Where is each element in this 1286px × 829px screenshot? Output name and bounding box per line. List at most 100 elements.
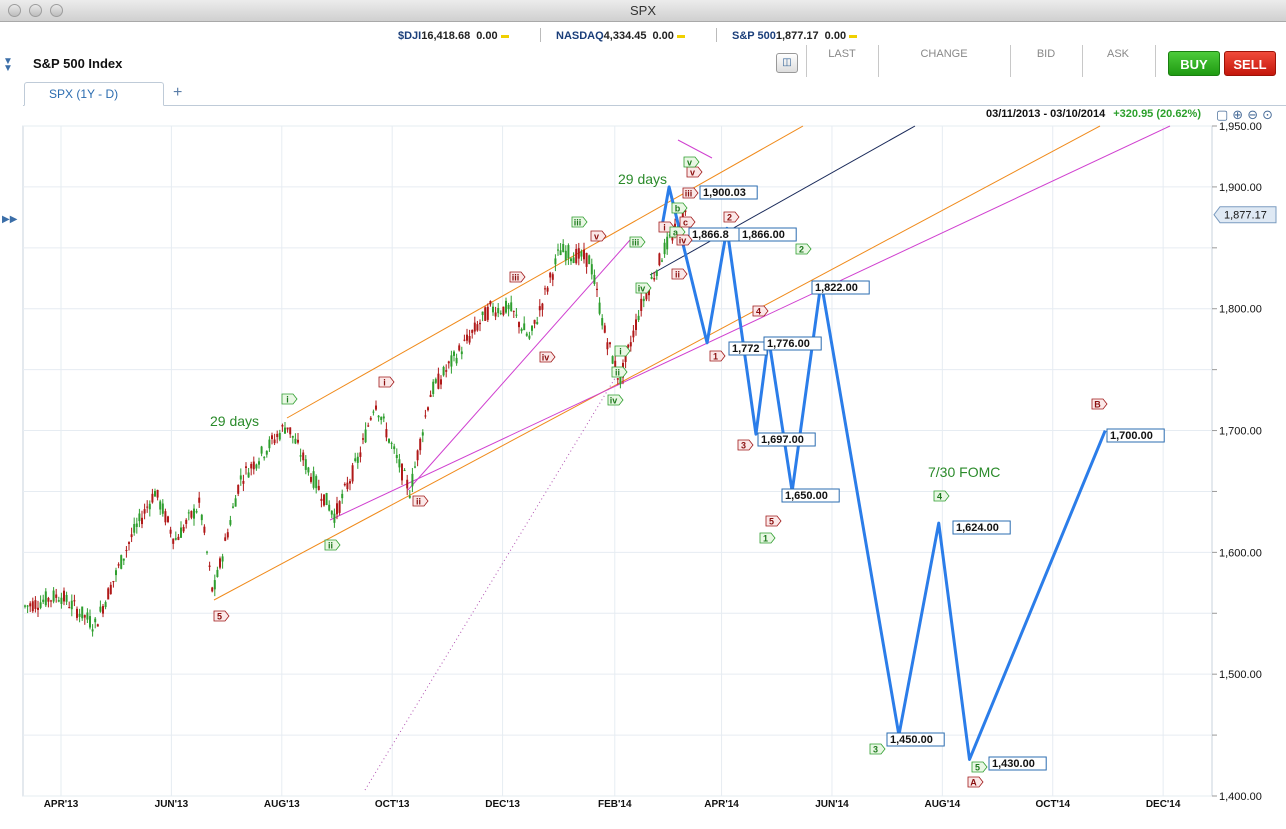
fit-chart-icon[interactable]: ▢ bbox=[1216, 107, 1233, 122]
sell-button[interactable]: SELL bbox=[1224, 51, 1276, 76]
candle-body bbox=[34, 600, 37, 609]
wave-label: 5 bbox=[217, 612, 222, 622]
x-tick-label: AUG'13 bbox=[264, 799, 300, 810]
candle-body bbox=[476, 324, 479, 331]
price-callout-label: 1,776.00 bbox=[767, 338, 810, 350]
candle-body bbox=[484, 307, 487, 321]
candle-body bbox=[128, 542, 130, 544]
wave-label: v bbox=[690, 168, 695, 178]
candle-body bbox=[424, 415, 427, 417]
wave-marker bbox=[967, 776, 984, 788]
wave-marker bbox=[614, 345, 631, 357]
wave-label: iii bbox=[685, 189, 693, 199]
candle-body bbox=[455, 357, 458, 364]
candle-body bbox=[364, 429, 367, 443]
candle-body bbox=[177, 536, 180, 540]
x-tick-label: FEB'14 bbox=[598, 799, 632, 810]
candle-body bbox=[81, 606, 84, 619]
zoom-window-button[interactable] bbox=[50, 4, 63, 17]
candle-body bbox=[570, 258, 572, 262]
zoom-in-icon[interactable]: ⊕ bbox=[1232, 107, 1248, 122]
x-tick-label: APR'13 bbox=[44, 799, 79, 810]
price-callout-label: 1,700.00 bbox=[1110, 430, 1153, 442]
wave-marker bbox=[509, 271, 526, 283]
collapse-panel-icon[interactable]: ▼ ▼ bbox=[3, 56, 13, 74]
candle-body bbox=[388, 438, 390, 443]
candle-body bbox=[133, 524, 136, 533]
candle-body bbox=[377, 415, 380, 418]
current-price-label: 1,877.17 bbox=[1224, 210, 1267, 222]
candle-body bbox=[538, 306, 541, 311]
ticker-item[interactable]: NASDAQ4,334.45 0.00 bbox=[556, 30, 685, 42]
candle-body bbox=[403, 470, 406, 472]
candle-body bbox=[37, 607, 39, 610]
candle-body bbox=[291, 435, 294, 438]
x-axis: APR'13 JUN'13 AUG'13 OCT'13 DEC'13 FEB'14 APR'… bbox=[44, 799, 1181, 810]
zoom-out-icon[interactable]: ⊖ bbox=[1247, 107, 1263, 122]
ticker-change: 0.00 bbox=[476, 30, 498, 42]
candle-body bbox=[304, 459, 307, 470]
candle-body bbox=[395, 454, 398, 459]
candle-body bbox=[89, 616, 91, 628]
candle-body bbox=[221, 556, 224, 562]
close-window-button[interactable] bbox=[8, 4, 21, 17]
wave-marker bbox=[1091, 398, 1108, 410]
candle-body bbox=[502, 306, 505, 315]
candle-body bbox=[642, 298, 645, 302]
wave-label: iv bbox=[638, 284, 646, 294]
candle-body bbox=[55, 594, 58, 598]
zoom-reset-icon[interactable]: ⊙ bbox=[1262, 107, 1278, 122]
candle-body bbox=[330, 510, 333, 515]
add-tab-button[interactable]: + bbox=[173, 84, 183, 101]
candle-body bbox=[583, 249, 585, 260]
candle-body bbox=[666, 236, 669, 250]
candle-body bbox=[159, 501, 162, 510]
price-callout-box bbox=[757, 432, 816, 447]
ticker-item[interactable]: $DJI16,418.68 0.00 bbox=[398, 30, 509, 42]
candle-body bbox=[645, 293, 648, 300]
wave-label: iv bbox=[679, 236, 687, 246]
black-trend-line bbox=[649, 125, 916, 276]
candle-body bbox=[518, 322, 520, 328]
candle-body bbox=[523, 323, 526, 331]
wave-marker bbox=[752, 305, 769, 317]
candle-body bbox=[406, 479, 409, 489]
wave-marker bbox=[869, 743, 886, 755]
candle-body bbox=[250, 463, 253, 469]
candle-body bbox=[367, 425, 370, 427]
date-range: 03/11/2013 - 03/10/2014 bbox=[985, 108, 1106, 120]
wave-marker bbox=[539, 351, 556, 363]
x-tick-label: AUG'14 bbox=[924, 799, 960, 810]
column-divider bbox=[1010, 45, 1011, 77]
candle-body bbox=[676, 222, 679, 224]
candle-body bbox=[125, 549, 128, 552]
candle-body bbox=[609, 342, 611, 345]
quote-window-icon[interactable]: ◫ bbox=[776, 53, 798, 73]
candle-body bbox=[637, 315, 640, 321]
expand-panel-icon[interactable]: ▶▶ bbox=[2, 214, 18, 225]
candle-body bbox=[143, 509, 146, 514]
candle-body bbox=[255, 464, 258, 469]
ticker-value: 1,877.17 bbox=[775, 30, 819, 42]
candle-body bbox=[512, 310, 515, 312]
candle-body bbox=[276, 433, 279, 438]
candle-body bbox=[50, 600, 52, 602]
tab-spx-1y-d[interactable]: SPX (1Y - D) bbox=[24, 82, 164, 106]
candle-body bbox=[549, 272, 552, 278]
minimize-window-button[interactable] bbox=[29, 4, 42, 17]
candle-body bbox=[237, 484, 240, 494]
wave-marker bbox=[759, 532, 776, 544]
candle-body bbox=[437, 373, 440, 389]
ticker-value: 4,334.45 bbox=[603, 30, 647, 42]
candle-body bbox=[557, 249, 559, 251]
ticker-item[interactable]: S&P 5001,877.17 0.00 bbox=[732, 30, 858, 42]
price-callout-box bbox=[699, 185, 758, 200]
candle-body bbox=[434, 379, 437, 383]
y-tick-label: 1,900.00 bbox=[1219, 182, 1262, 194]
window-title: SPX bbox=[629, 3, 656, 18]
y-axis: 1,950.001,900.001,800.001,700.001,600.00… bbox=[1213, 121, 1277, 803]
buy-button[interactable]: BUY bbox=[1168, 51, 1220, 76]
candle-body bbox=[458, 345, 461, 351]
candle-body bbox=[31, 601, 34, 612]
